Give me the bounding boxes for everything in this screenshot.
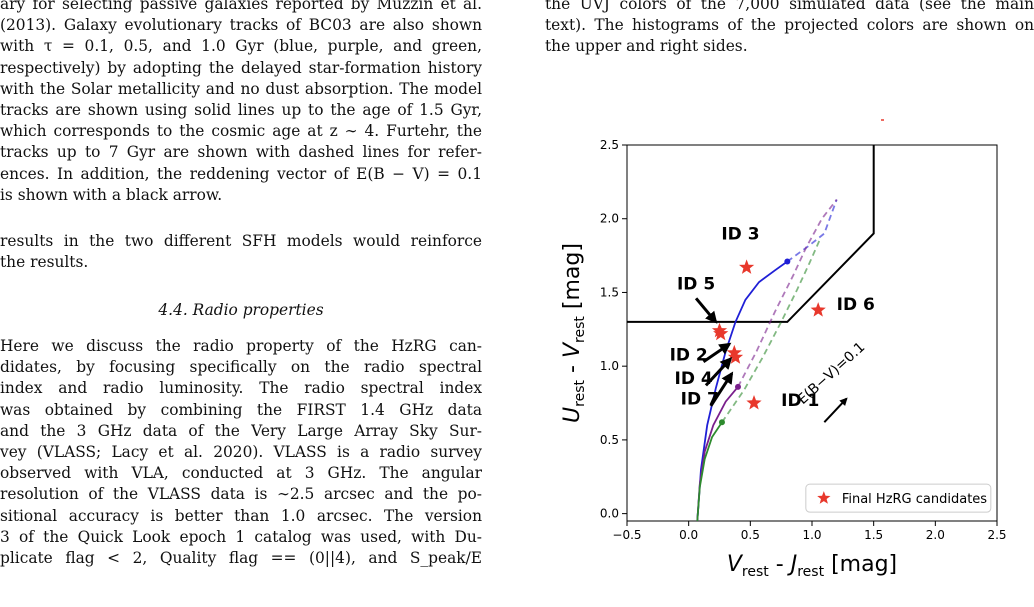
track-tau_0_1-dashed <box>786 199 838 263</box>
y-axis-label: Urest - Vrest [mag] <box>560 243 588 423</box>
candidate-star-id-7 <box>713 325 729 341</box>
y-tick-label: 2.5 <box>600 138 619 152</box>
track-tau_1_0-solid <box>696 421 723 521</box>
legend-star-marker <box>817 491 831 504</box>
x-tick-label: 1.5 <box>864 528 883 542</box>
candidate-star-id-1 <box>746 395 762 410</box>
id-annotation: ID 7 <box>681 390 719 410</box>
text-line: ary for selecting passive galaxies repor… <box>0 0 482 13</box>
text-line: text). The histograms of the projected c… <box>545 16 1034 35</box>
track-tau_0_1-solid <box>696 260 788 521</box>
text-line: vey (VLASS; Lacy et al. 2020). VLASS is … <box>0 443 482 461</box>
text-line: observed with VLA, conducted at 3 GHz. T… <box>0 464 482 483</box>
y-tick-label: 0.0 <box>600 507 619 521</box>
text-line: (2013). Galaxy evolutionary tracks of BC… <box>0 16 482 35</box>
uvj-color-diagram: −0.5 0.0 0.5 1.0 1.5 2.0 2.5 0.0 0.5 1.0 1.5 2.0 2.5… <box>560 119 1007 580</box>
candidate-star-id-6 <box>810 302 826 317</box>
text-line: plicate flag < 2, Quality flag == (0||4)… <box>0 549 482 567</box>
id-annotation: ID 4 <box>675 369 713 389</box>
reddening-vector-arrow <box>823 397 848 423</box>
id-annotation: ID 3 <box>721 224 759 244</box>
candidate-star-id-4 <box>727 349 744 364</box>
track-tau_0_1-marker <box>784 258 791 265</box>
text-line: was obtained by combining the FIRST 1.4 … <box>0 400 482 419</box>
text-line: Here we discuss the radio property of th… <box>0 337 482 355</box>
id-annotation: ID 1 <box>781 391 819 411</box>
text-line: results in the two different SFH models … <box>0 232 482 250</box>
text-line: didates, by focusing specifically on the… <box>0 358 482 377</box>
text-line: tracks up to 7 Gyr are shown with dashed… <box>0 143 482 162</box>
x-axis-label: Vrest - Jrest [mag] <box>727 552 897 580</box>
plot-frame <box>626 144 998 522</box>
y-tick-label: 0.5 <box>600 433 619 447</box>
track-tau_1_0-dashed <box>721 237 822 423</box>
track-tau_0_5-marker <box>735 383 741 390</box>
text-line: the upper and right sides. <box>545 37 748 56</box>
text-line: ences. In addition, the reddening vector… <box>0 164 482 183</box>
text-line: index and radio luminosity. The radio sp… <box>0 379 482 398</box>
text-line: which corresponds to the cosmic age at z… <box>0 122 482 141</box>
text-line: with the Solar metallicity and no dust a… <box>0 79 482 98</box>
x-tick-label: 2.0 <box>926 528 945 542</box>
annotation-arrow <box>709 371 734 407</box>
text-line: the UVJ colors of the 7,000 simulated da… <box>545 0 1034 13</box>
id-annotation: ID 5 <box>677 275 715 295</box>
x-tick-label: 2.5 <box>987 528 1006 542</box>
legend-label: Final HzRG candidates <box>842 492 987 507</box>
x-tick-label: 1.0 <box>802 528 821 542</box>
candidate-star-id-2 <box>726 344 742 360</box>
track-tau_1_0-marker <box>718 419 725 426</box>
text-line: 3 of the Quick Look epoch 1 catalog was … <box>0 527 482 546</box>
id-annotation: ID 6 <box>837 295 875 315</box>
y-tick-label: 2.0 <box>600 212 619 226</box>
text-line: resolution of the VLASS data is ∼2.5 arc… <box>0 485 482 504</box>
reddening-vector-label: E(B−V)=0.1 <box>795 339 869 408</box>
candidate-star-id-3 <box>739 259 755 274</box>
track-tau_0_5-dashed <box>737 199 838 388</box>
annotation-arrow <box>702 342 732 363</box>
text-line: respectively) by adopting the delayed st… <box>0 58 482 77</box>
x-tick-label: 0.0 <box>679 528 698 542</box>
x-tick-label: 0.5 <box>741 528 760 542</box>
section-heading: 4.4. Radio properties <box>158 301 324 319</box>
x-tick-label: −0.5 <box>612 528 641 542</box>
text-line: and the 3 GHz data of the Very Large Arr… <box>0 421 482 440</box>
y-tick-label: 1.5 <box>600 285 619 299</box>
text-line: the results. <box>0 253 89 272</box>
text-line: sitional accuracy is better than 1.0 arc… <box>0 506 482 525</box>
annotation-arrow <box>704 357 733 387</box>
legend-box <box>805 483 992 513</box>
text-line: with τ = 0.1, 0.5, and 1.0 Gyr (blue, pu… <box>0 37 482 56</box>
y-tick-label: 1.0 <box>600 359 619 373</box>
text-line: tracks are shown using solid lines up to… <box>0 101 482 119</box>
id-annotation: ID 2 <box>670 345 708 365</box>
annotation-arrow <box>694 297 718 324</box>
text-line: is shown with a black arrow. <box>0 185 223 204</box>
